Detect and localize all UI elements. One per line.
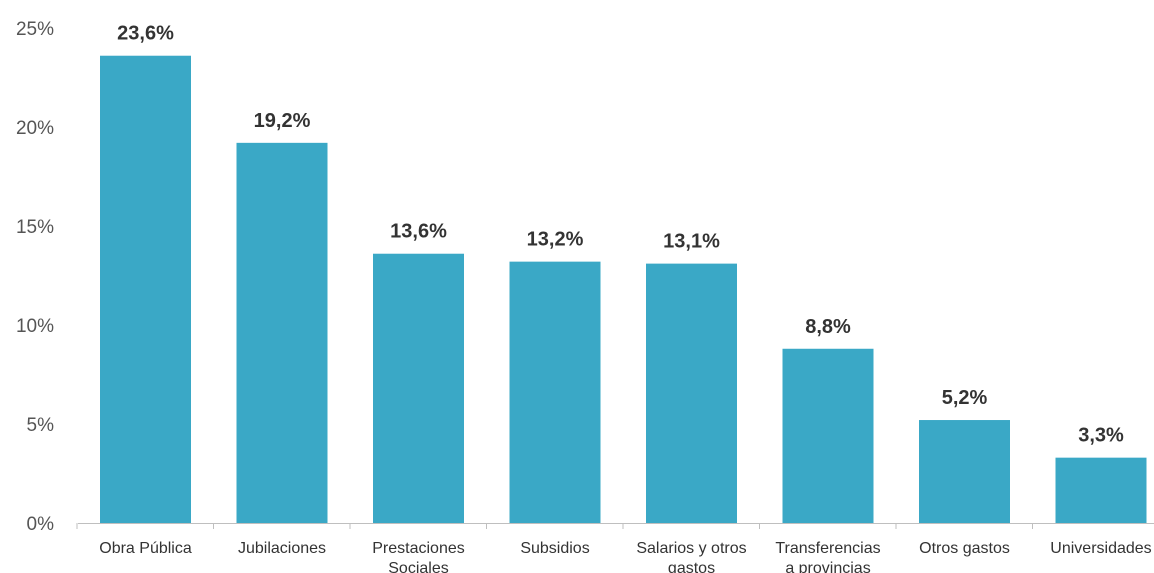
data-label: 23,6% (117, 23, 174, 45)
bar (782, 348, 874, 523)
x-tick-label: Obra Pública (99, 540, 192, 557)
x-tick-label: Otros gastos (919, 540, 1010, 557)
x-axis: Obra Pública Jubilaciones Prestaciones Soci… (76, 523, 1152, 573)
data-label: 13,6% (390, 221, 447, 243)
x-tick-label: Jubilaciones (238, 540, 326, 557)
y-axis: 0% 5% 10% 15% 20% 25% (16, 19, 54, 535)
x-tick-label-line: Subsidios (520, 540, 589, 557)
bar (509, 261, 601, 523)
x-tick-label-line: Transferencias (775, 540, 880, 557)
x-tick-label: Salarios y otros gastos (636, 540, 746, 573)
data-label: 5,2% (942, 387, 988, 409)
y-tick-label: 5% (27, 415, 55, 436)
x-tick-label-line: Universidades (1050, 540, 1151, 557)
y-tick-label: 10% (16, 316, 54, 337)
bar-series (100, 55, 1147, 523)
y-tick-label: 0% (27, 514, 55, 535)
bar (1055, 457, 1147, 523)
bar (100, 55, 191, 523)
x-tick-label-line: gastos (668, 560, 715, 573)
bar (236, 142, 328, 523)
x-tick-label: Universidades (1050, 540, 1151, 557)
x-tick-label-line: Jubilaciones (238, 540, 326, 557)
bar (919, 420, 1010, 523)
x-tick-label: Transferencias a provincias (775, 540, 880, 573)
x-tick-label-line: a provincias (785, 560, 870, 573)
data-label: 8,8% (805, 316, 851, 338)
x-tick-label-line: Sociales (388, 560, 448, 573)
y-tick-label: 15% (16, 217, 54, 238)
y-tick-label: 25% (16, 19, 54, 40)
data-label: 13,1% (663, 231, 720, 253)
x-tick-label: Prestaciones Sociales (372, 540, 465, 573)
bar (373, 253, 464, 523)
y-tick-label: 20% (16, 118, 54, 139)
x-tick-label-line: Prestaciones (372, 540, 465, 557)
data-labels: 23,6% 19,2% 13,6% 13,2% 13,1% 8,8% 5,2% 3,3% (117, 23, 1124, 447)
bar (646, 263, 737, 523)
data-label: 19,2% (254, 110, 311, 132)
x-tick-label-line: Otros gastos (919, 540, 1010, 557)
x-tick-label: Subsidios (520, 540, 589, 557)
data-label: 3,3% (1078, 425, 1124, 447)
x-tick-label-line: Salarios y otros (636, 540, 746, 557)
data-label: 13,2% (527, 229, 584, 251)
x-tick-label-line: Obra Pública (99, 540, 192, 557)
